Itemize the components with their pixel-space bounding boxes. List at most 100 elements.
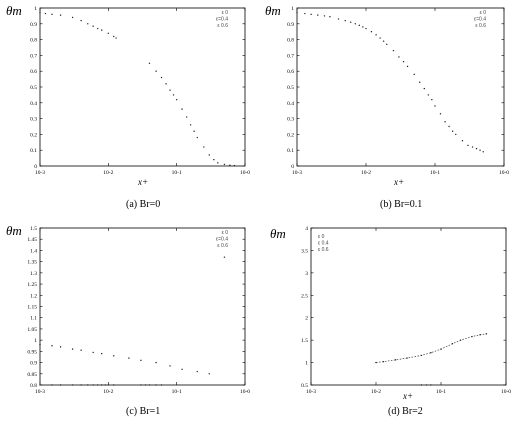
- y-tick-label: 4: [305, 226, 308, 232]
- data-point: [165, 83, 167, 85]
- y-tick-label: 0.6: [287, 69, 294, 75]
- y-tick-label: 0.85: [27, 372, 37, 378]
- data-point: [59, 384, 62, 386]
- data-point: [213, 158, 215, 161]
- data-point: [394, 359, 397, 361]
- data-point: [51, 384, 53, 386]
- data-point: [406, 65, 409, 68]
- data-point: [475, 147, 478, 150]
- x-tick-label: 10-2: [361, 170, 371, 176]
- x-tick-label: 10-1: [430, 170, 440, 176]
- x-tick-label: 10-0: [240, 170, 250, 176]
- panel-a-legend: ε 0ε=0.4ε 0.6: [216, 10, 228, 29]
- data-point: [181, 368, 183, 370]
- legend-entry: ε=0.4: [216, 17, 228, 23]
- data-point: [97, 27, 99, 30]
- data-point: [196, 136, 198, 139]
- panel-c: θm 0.8 0.85 0.9 0.95 1 1.05 1.1 1.15 1.2 1.25 1.3 1…: [6, 223, 250, 417]
- y-tick-label: 0.2: [30, 132, 37, 138]
- legend-entry: ε 0: [480, 10, 487, 16]
- data-point: [479, 334, 481, 336]
- x-tick-label: 10-0: [240, 389, 250, 395]
- y-tick-label: 1.1: [30, 316, 37, 322]
- panel-c-marks: [39, 256, 226, 386]
- data-point: [444, 121, 446, 123]
- legend-entry: ε 0.6: [318, 247, 329, 253]
- panel-d-ticks: 0.5 1 1.5 2 2.5 3 3.5 4 10-3 10-2 10-1 10-0: [301, 226, 511, 395]
- data-point: [203, 146, 205, 148]
- data-point: [423, 87, 426, 90]
- data-point: [107, 32, 110, 34]
- data-point: [160, 76, 163, 79]
- panel-c-ylabel: θm: [6, 223, 22, 238]
- data-point: [71, 348, 74, 350]
- data-point: [97, 384, 99, 386]
- y-tick-label: 0.9: [30, 361, 37, 367]
- data-point: [386, 43, 388, 46]
- data-point: [148, 384, 151, 386]
- data-point: [354, 23, 357, 25]
- y-tick-label: 0.7: [30, 53, 37, 59]
- data-point: [87, 23, 89, 25]
- y-tick-label: 2.5: [301, 293, 308, 299]
- data-point: [155, 70, 157, 72]
- data-point: [39, 343, 41, 346]
- y-tick-label: 1.05: [27, 327, 37, 333]
- panel-b-xlabel: x+: [393, 177, 404, 187]
- data-point: [196, 370, 198, 373]
- panel-a-marks: [39, 12, 236, 167]
- data-point: [185, 116, 188, 118]
- data-point: [430, 352, 432, 354]
- data-point: [148, 62, 151, 64]
- y-tick-label: 0.5: [30, 85, 37, 91]
- data-point: [101, 352, 103, 355]
- data-point: [471, 335, 473, 338]
- legend-entry: ε 0: [222, 230, 229, 236]
- data-point: [128, 357, 130, 359]
- data-point: [434, 105, 436, 107]
- x-tick-label: 10-0: [499, 170, 509, 176]
- panel-b-ticks: 0 0.1 0.2 0.3 0.4 0.5 0.6 0.7 0.8 0.9 1 10-3 10-2 10-…: [287, 6, 509, 176]
- data-point: [365, 27, 367, 30]
- y-tick-label: 1.45: [27, 237, 37, 243]
- panel-c-caption: (c) Br=1: [126, 406, 160, 417]
- panel-b-marks: [296, 12, 484, 153]
- y-tick-label: 0.1: [287, 148, 294, 154]
- y-tick-label: 1.25: [27, 282, 37, 288]
- y-tick-label: 1: [291, 6, 294, 12]
- y-tick-label: 0.5: [301, 383, 308, 389]
- data-point: [113, 384, 115, 386]
- y-tick-label: 0.3: [30, 117, 37, 123]
- x-tick-label: 10-3: [35, 389, 45, 395]
- data-point: [467, 144, 469, 147]
- y-tick-label: 3: [305, 271, 308, 277]
- data-point: [208, 154, 210, 156]
- data-point: [101, 384, 103, 386]
- panel-a-xlabel: x+: [137, 177, 148, 187]
- y-tick-label: 0.8: [287, 38, 294, 44]
- data-point: [337, 18, 340, 20]
- data-point: [181, 108, 183, 110]
- panel-b-frame: [296, 7, 505, 167]
- data-point: [59, 14, 62, 16]
- data-point: [169, 365, 171, 367]
- data-point: [113, 355, 115, 357]
- data-point: [420, 354, 423, 357]
- data-point: [144, 384, 147, 386]
- data-point: [392, 49, 395, 52]
- data-point: [459, 339, 462, 341]
- data-point: [51, 13, 53, 16]
- data-point: [208, 373, 210, 375]
- data-point: [155, 361, 157, 364]
- data-point: [427, 94, 430, 96]
- panel-a: θm 0 0.1 0.2 0.3 0.4 0.5 0.6 0.7 0.8 0.9 1 10-3 10-2…: [6, 3, 250, 210]
- panel-d-xlabel: x+: [402, 391, 413, 401]
- data-point: [80, 349, 82, 351]
- data-point: [229, 164, 231, 166]
- y-tick-label: 0.5: [287, 85, 294, 91]
- y-tick-label: 1: [34, 6, 37, 12]
- data-point: [92, 351, 94, 354]
- data-point: [160, 384, 163, 386]
- data-point: [172, 94, 175, 96]
